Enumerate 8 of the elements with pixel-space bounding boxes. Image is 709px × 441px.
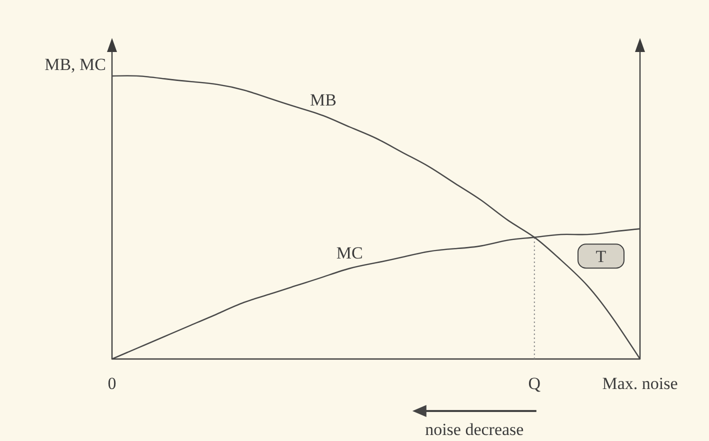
series-label: MB	[310, 90, 336, 110]
annotation: T	[596, 247, 607, 266]
text: noise decrease	[425, 420, 524, 439]
x-tick-label: Max. noise	[602, 374, 678, 393]
x-tick-label: Q	[528, 374, 541, 393]
x-tick-label: 0	[108, 374, 116, 393]
series-label: MC	[336, 243, 363, 262]
y-axis-title: MB, MC	[44, 55, 106, 74]
